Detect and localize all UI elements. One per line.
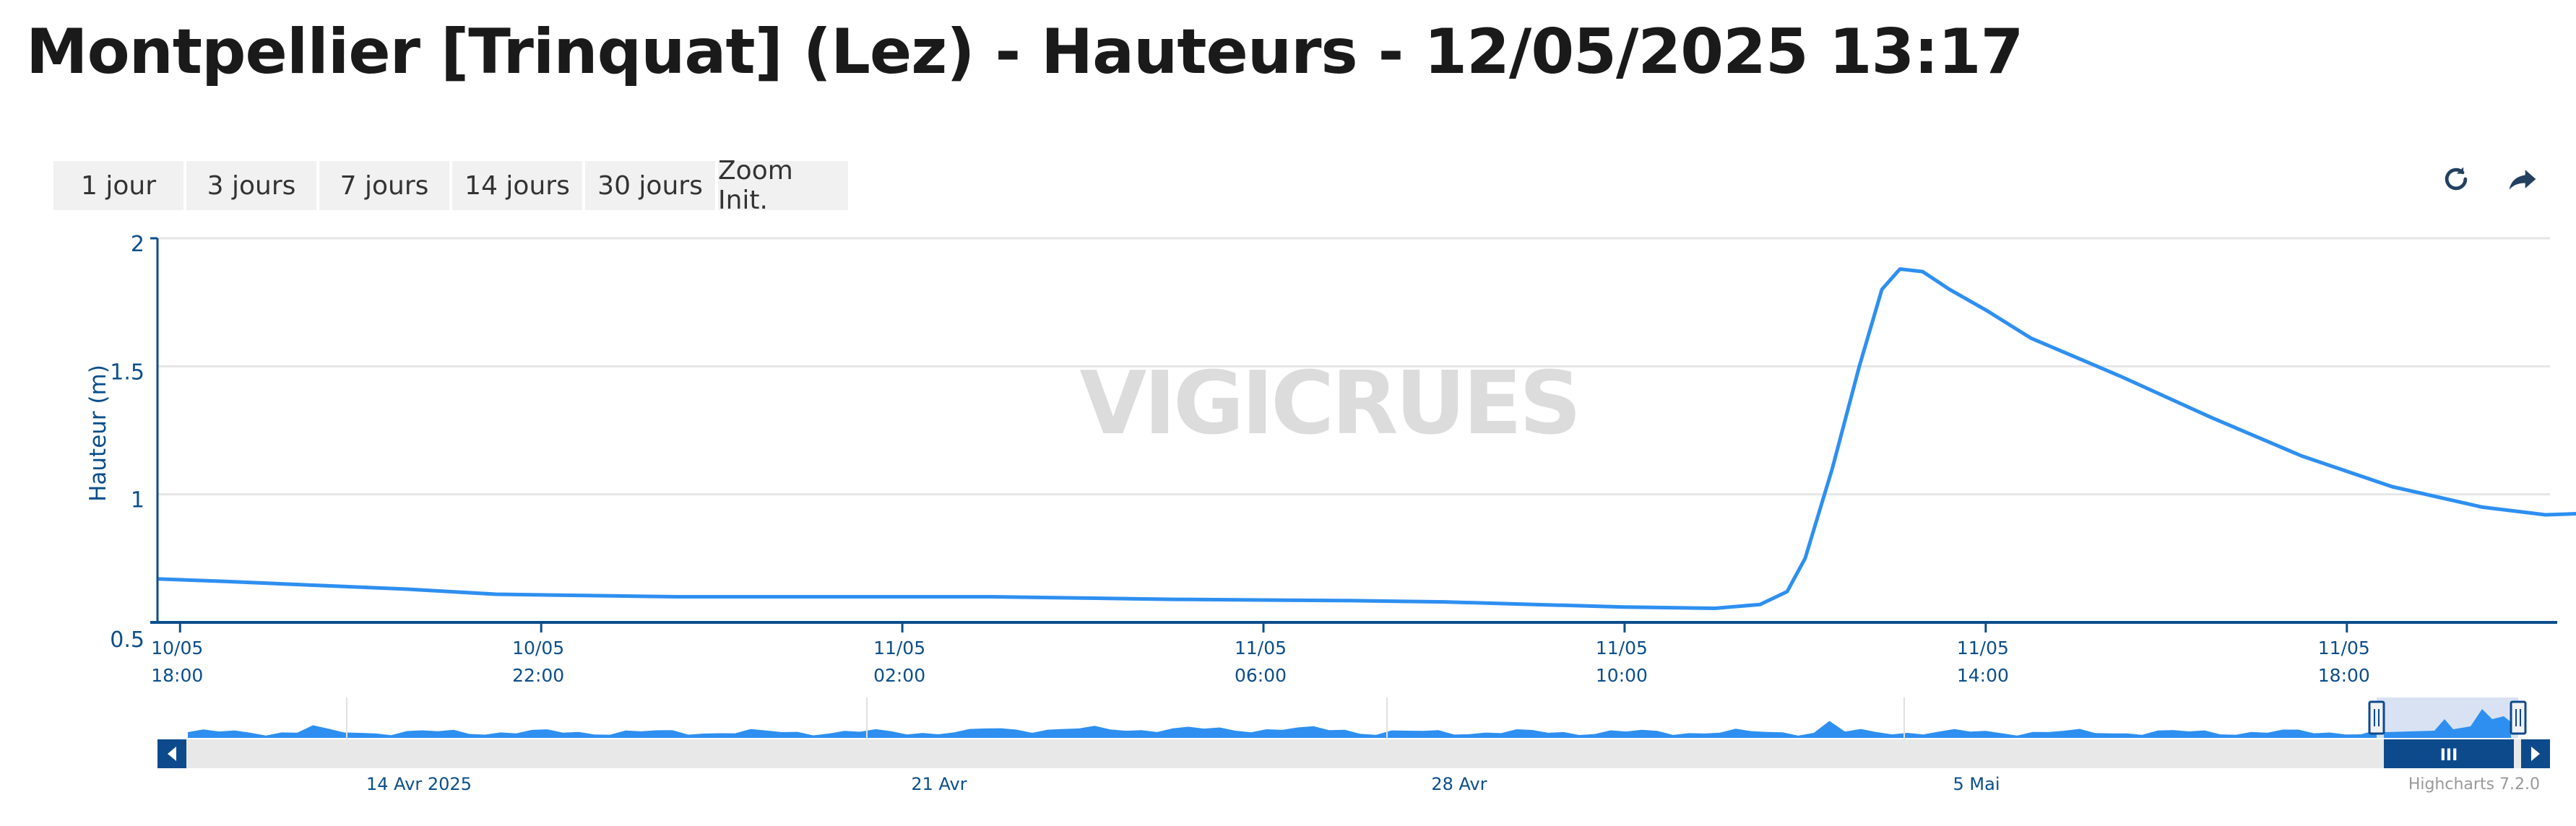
scrollbar-track[interactable] <box>157 739 2550 768</box>
x-tick-label-date: 11/05 <box>1235 638 1287 658</box>
range-button-3-days[interactable]: 3 jours <box>186 161 316 210</box>
y-tick-label: 1.5 <box>110 360 144 385</box>
navigator[interactable]: 14 Avr 2025 21 Avr 28 Avr 5 Mai <box>188 697 2527 794</box>
x-tick-label-time: 10:00 <box>1596 665 1648 686</box>
scrollbar[interactable]: III <box>157 739 2550 768</box>
share-icon[interactable] <box>2499 156 2546 202</box>
refresh-icon[interactable] <box>2433 156 2479 202</box>
x-tick-label-date: 10/05 <box>512 638 564 658</box>
scrollbar-thumb[interactable] <box>2384 739 2514 768</box>
x-tick-label-date: 11/05 <box>873 638 925 658</box>
navigator-date-label: 5 Mai <box>1953 774 2000 794</box>
x-tick-label-time: 18:00 <box>2318 665 2370 686</box>
x-tick-label-time: 06:00 <box>1235 665 1287 686</box>
navigator-date-label: 21 Avr <box>911 774 967 794</box>
navigator-date-label: 14 Avr 2025 <box>366 774 472 794</box>
y-axis-title: Hauteur (m) <box>85 365 111 502</box>
y-tick-label: 1 <box>131 488 144 513</box>
arrow-left-icon <box>168 747 176 761</box>
x-tick-label-time: 22:00 <box>512 665 564 686</box>
navigator-series-area <box>188 721 2377 738</box>
x-tick-label-time: 02:00 <box>873 665 925 686</box>
y-tick-label: 0.5 <box>110 627 144 653</box>
vigicrues-watermark: VIGICRUES <box>1080 354 1579 454</box>
series-line-hauteur <box>157 267 2576 610</box>
x-tick-label-date: 10/05 <box>151 638 203 658</box>
range-button-1-day[interactable]: 1 jour <box>53 161 183 210</box>
navigator-handle-left[interactable] <box>2368 700 2385 735</box>
arrow-right-icon <box>2531 747 2540 761</box>
range-button-30-days[interactable]: 30 jours <box>585 161 715 210</box>
highcharts-credits[interactable]: Highcharts 7.2.0 <box>2408 775 2540 794</box>
x-tick-label-date: 11/05 <box>1596 638 1648 658</box>
range-selector: 1 jour 3 jours 7 jours 14 jours 30 jours… <box>53 156 848 215</box>
navigator-date-label: 28 Avr <box>1431 774 1487 794</box>
x-tick-label-time: 18:00 <box>151 665 203 686</box>
x-tick-label-date: 11/05 <box>2318 638 2370 658</box>
navigator-selection-series <box>2384 709 2511 738</box>
x-tick-label-date: 11/05 <box>1957 638 2009 658</box>
y-tick-label: 2 <box>131 232 144 257</box>
range-button-7-days[interactable]: 7 jours <box>319 161 449 210</box>
x-tick-label-time: 14:00 <box>1957 665 2009 686</box>
scrollbar-grip: III <box>2440 747 2458 765</box>
range-button-14-days[interactable]: 14 jours <box>452 161 582 210</box>
navigator-handle-right[interactable] <box>2510 700 2527 735</box>
page-title: Montpellier [Trinquat] (Lez) - Hauteurs … <box>26 16 2023 88</box>
